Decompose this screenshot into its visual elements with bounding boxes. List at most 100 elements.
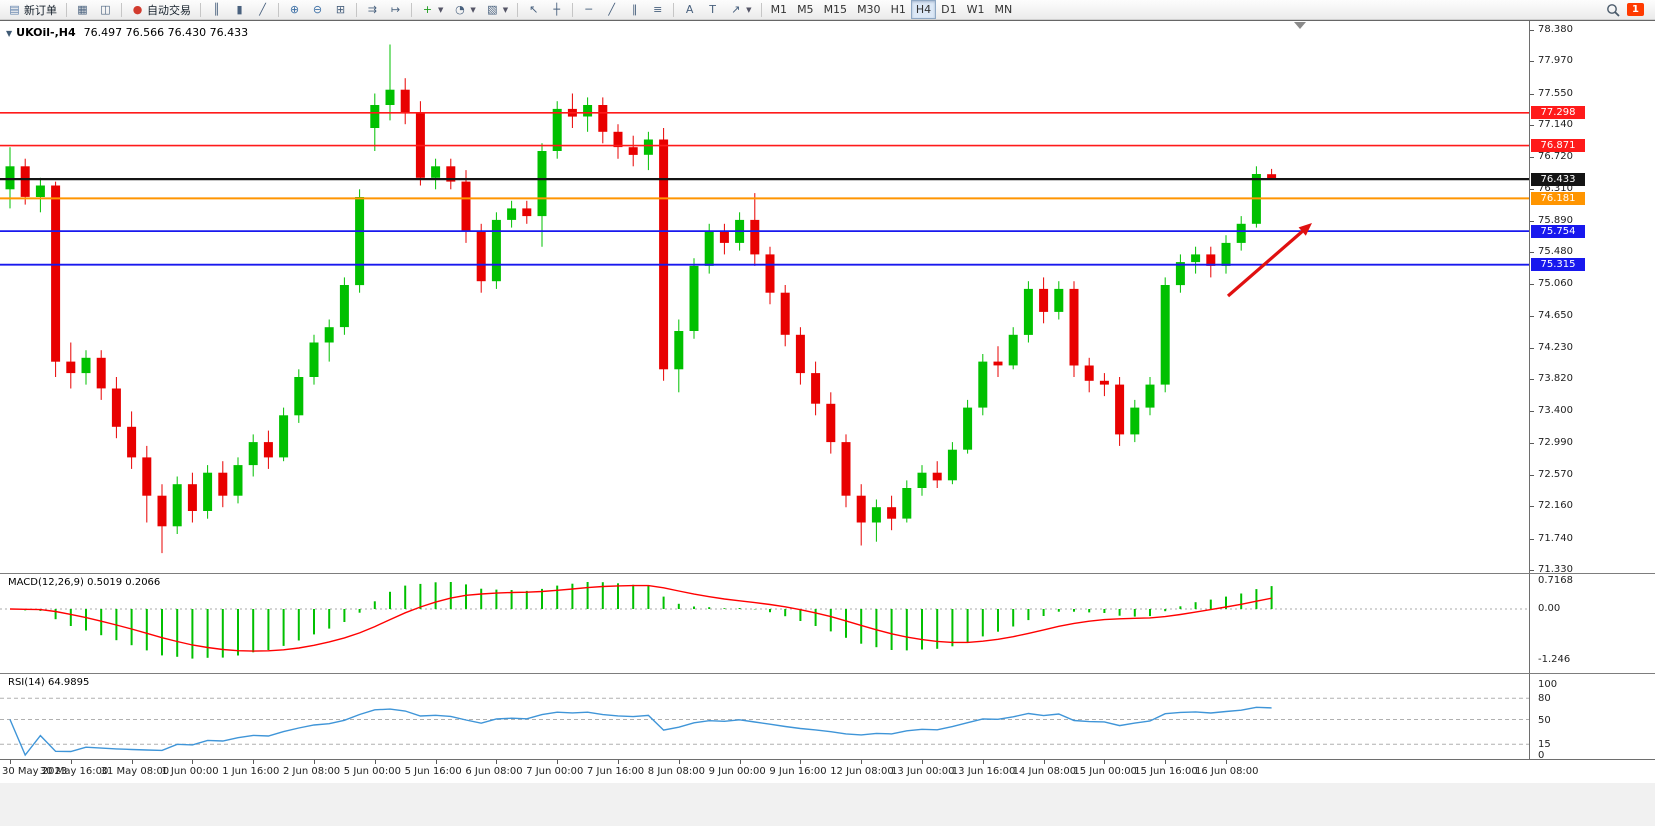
- templates-button[interactable]: ▧ ▼: [481, 0, 513, 19]
- new-order-button[interactable]: ▤ 新订单: [3, 0, 62, 19]
- time-scale-label: 1 Jun 00:00: [161, 766, 219, 777]
- candlestick-chart-button[interactable]: ▮: [228, 0, 251, 19]
- candle-up: [339, 285, 349, 328]
- bar-chart-icon: ║: [213, 3, 220, 16]
- chevron-down-icon: ▼: [470, 5, 476, 14]
- time-scale-label: 6 Jun 08:00: [465, 766, 523, 777]
- candle-down: [1099, 380, 1109, 385]
- cursor-button[interactable]: ↖: [522, 0, 545, 19]
- crosshair-button[interactable]: ┼: [545, 0, 568, 19]
- indicators-button[interactable]: + ▼: [416, 0, 448, 19]
- line-chart-icon: ╱: [259, 3, 266, 16]
- candle-up: [431, 166, 441, 178]
- charts-button[interactable]: ▦: [71, 0, 94, 19]
- timeframe-m1-button[interactable]: M1: [766, 0, 793, 19]
- trend-arrow-annotation[interactable]: [1226, 230, 1304, 298]
- time-scale-tick: [253, 760, 255, 764]
- timeframe-mn-button[interactable]: MN: [989, 0, 1017, 19]
- candle-up: [1145, 384, 1155, 408]
- zoom-in-button[interactable]: ⊕: [283, 0, 306, 19]
- rsi-panel-canvas[interactable]: [0, 674, 1529, 759]
- horizontal-line-button[interactable]: ─: [577, 0, 600, 19]
- time-scale-label: 13 Jun 00:00: [891, 766, 955, 777]
- rsi-scale-label: 100: [1538, 679, 1558, 690]
- auto-trading-button[interactable]: ● 自动交易: [126, 0, 196, 19]
- time-scale-tick: [314, 760, 315, 764]
- tile-windows-icon: ⊞: [335, 3, 346, 16]
- panel-divider[interactable]: [0, 673, 1655, 674]
- price-chart-canvas[interactable]: [0, 21, 1529, 573]
- chart-window[interactable]: ▼ UKOil-,H4 76.497 76.566 76.430 76.433 MA…: [0, 20, 1655, 783]
- time-scale-tick: [982, 760, 984, 764]
- price-scale-label: 78.380: [1538, 23, 1573, 35]
- candle-up: [35, 185, 45, 197]
- bar-chart-button[interactable]: ║: [205, 0, 228, 19]
- text-label-button[interactable]: T: [701, 0, 724, 19]
- timeframe-w1-button[interactable]: W1: [962, 0, 990, 19]
- price-scale-label: 76.720: [1538, 151, 1573, 163]
- periods-button[interactable]: ◔ ▼: [448, 0, 480, 19]
- timeframe-h1-button[interactable]: H1: [886, 0, 911, 19]
- one-click-trading-arrow-icon[interactable]: ▼: [6, 29, 13, 38]
- price-scale-label: 76.310: [1538, 182, 1573, 194]
- timeframe-d1-button[interactable]: D1: [936, 0, 961, 19]
- rsi-indicator-label: RSI(14) 64.9895: [6, 677, 92, 688]
- candle-down: [187, 484, 197, 511]
- price-level-badge: 75.754: [1531, 224, 1585, 238]
- arrows-button[interactable]: ↗ ▼: [724, 0, 756, 19]
- toolbar-separator: [356, 2, 357, 17]
- timeframe-h4-button[interactable]: H4: [910, 0, 937, 19]
- candle-up: [355, 197, 365, 286]
- candle-down: [993, 361, 1003, 366]
- timeframe-m30-button[interactable]: M30: [852, 0, 886, 19]
- zoom-out-button[interactable]: ⊖: [306, 0, 329, 19]
- macd-panel-canvas[interactable]: [0, 574, 1529, 673]
- price-level-badge: 76.871: [1531, 139, 1585, 153]
- candle-up: [248, 442, 258, 466]
- panel-divider[interactable]: [0, 573, 1655, 574]
- timeframe-m15-button[interactable]: M15: [819, 0, 853, 19]
- price-scale[interactable]: 78.380 77.970 77.550 77.140 76.720 76.310 75.8…: [1529, 21, 1655, 761]
- candle-down: [1267, 174, 1277, 180]
- text-button[interactable]: A: [678, 0, 701, 19]
- price-level-badge: 75.315: [1531, 258, 1585, 272]
- time-scale-tick: [1104, 760, 1106, 764]
- zoom-in-icon: ⊕: [289, 3, 300, 16]
- toolbar-buttons: ▤ 新订单 ▦ ◫ ● 自动交易 ║ ▮ ╱ ⊕ ⊖ ⊞ ⇉ ↦ + ▼ ◔ ▼ ▧ ▼ ↖ ┼ ─ ╱ ∥ ≡ A T ↗ ▼ M1 M5 M…: [3, 0, 1606, 19]
- timeframe-w1-label: W1: [966, 3, 985, 16]
- profiles-button[interactable]: ◫: [94, 0, 117, 19]
- chart-shift-button[interactable]: ↦: [384, 0, 407, 19]
- new-order-icon: ▤: [9, 3, 20, 16]
- candle-down: [856, 495, 866, 523]
- price-scale-label: 75.060: [1538, 278, 1573, 290]
- channel-icon: ∥: [631, 3, 638, 16]
- price-scale-tick: [1530, 284, 1534, 286]
- line-chart-button[interactable]: ╱: [251, 0, 274, 19]
- price-level-badge: 77.298: [1531, 106, 1585, 120]
- time-scale[interactable]: 30 May 2023 30 May 16:00 31 May 08:00 1 Jun…: [0, 759, 1655, 783]
- candle-up: [1175, 262, 1185, 286]
- auto-trading-icon: ●: [132, 3, 143, 16]
- trendline-button[interactable]: ╱: [600, 0, 623, 19]
- time-scale-label: 1 Jun 16:00: [222, 766, 280, 777]
- notification-badge[interactable]: 1: [1627, 3, 1644, 16]
- time-scale-tick: [557, 760, 559, 764]
- candle-down: [795, 334, 805, 374]
- macd-signal-line: [9, 584, 1272, 652]
- tile-windows-button[interactable]: ⊞: [329, 0, 352, 19]
- chart-ohlc-values: 76.497 76.566 76.430 76.433: [83, 26, 249, 39]
- auto-scroll-button[interactable]: ⇉: [361, 0, 384, 19]
- timeframe-m5-button[interactable]: M5: [792, 0, 819, 19]
- fibonacci-button[interactable]: ≡: [646, 0, 669, 19]
- price-scale-tick: [1530, 442, 1534, 444]
- candle-up: [704, 231, 714, 266]
- chart-shift-marker-icon[interactable]: [1294, 22, 1306, 29]
- search-icon[interactable]: [1606, 3, 1620, 17]
- indicators-icon: +: [422, 3, 433, 16]
- price-scale-label: 74.650: [1538, 309, 1573, 321]
- channel-button[interactable]: ∥: [623, 0, 646, 19]
- candle-up: [385, 89, 395, 105]
- candle-down: [142, 457, 152, 496]
- time-scale-tick: [800, 760, 802, 764]
- candle-up: [1191, 254, 1201, 263]
